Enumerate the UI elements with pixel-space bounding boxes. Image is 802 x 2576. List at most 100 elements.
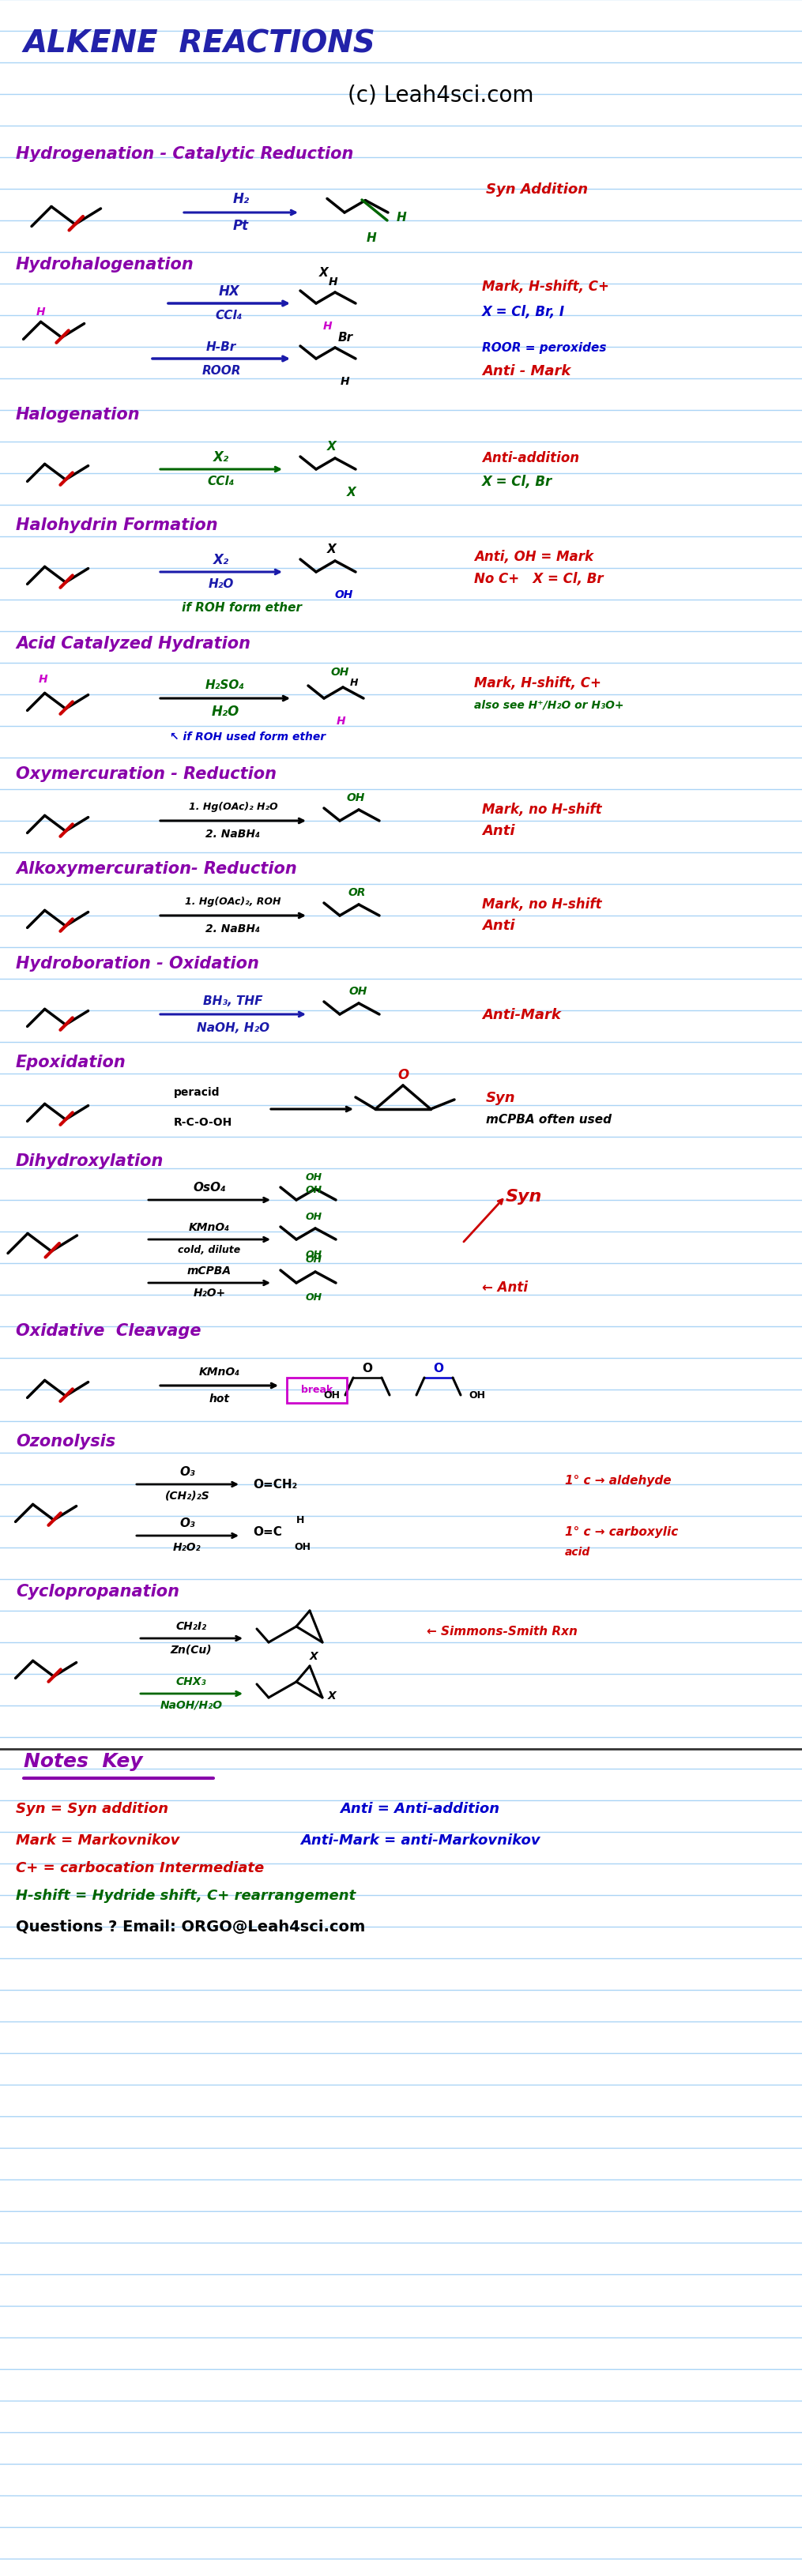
Text: H: H bbox=[337, 716, 346, 726]
Text: OR: OR bbox=[348, 886, 366, 899]
Text: Mark, no H-shift: Mark, no H-shift bbox=[482, 896, 602, 912]
Text: KMnO₄: KMnO₄ bbox=[188, 1221, 230, 1234]
Text: ROOR: ROOR bbox=[201, 363, 241, 376]
Text: OH: OH bbox=[323, 1391, 340, 1401]
Text: H: H bbox=[341, 376, 350, 386]
Text: Notes  Key: Notes Key bbox=[24, 1752, 143, 1770]
Text: CCl₄: CCl₄ bbox=[216, 309, 243, 322]
Text: H₂SO₄: H₂SO₄ bbox=[205, 677, 245, 690]
Text: H: H bbox=[38, 672, 48, 685]
Text: HX: HX bbox=[219, 283, 240, 299]
Text: mCPBA: mCPBA bbox=[187, 1265, 232, 1275]
Text: O: O bbox=[363, 1363, 373, 1376]
Text: Mark, H-shift, C+: Mark, H-shift, C+ bbox=[482, 281, 609, 294]
Text: Hydrohalogenation: Hydrohalogenation bbox=[16, 258, 194, 273]
Text: acid: acid bbox=[565, 1546, 590, 1558]
Text: OH: OH bbox=[306, 1211, 322, 1221]
Text: ALKENE  REACTIONS: ALKENE REACTIONS bbox=[24, 28, 376, 59]
Text: Mark, no H-shift: Mark, no H-shift bbox=[482, 801, 602, 817]
Text: OH: OH bbox=[306, 1172, 322, 1182]
Text: if ROH form ether: if ROH form ether bbox=[182, 603, 302, 613]
Text: Hydrogenation - Catalytic Reduction: Hydrogenation - Catalytic Reduction bbox=[16, 147, 354, 162]
Text: OH: OH bbox=[306, 1249, 322, 1260]
Text: BH₃, THF: BH₃, THF bbox=[203, 994, 263, 1007]
Text: H-shift = Hydride shift, C+ rearrangement: H-shift = Hydride shift, C+ rearrangemen… bbox=[16, 1888, 356, 1904]
Text: Oxidative  Cleavage: Oxidative Cleavage bbox=[16, 1321, 201, 1340]
Text: H: H bbox=[296, 1515, 305, 1525]
Text: Acid Catalyzed Hydration: Acid Catalyzed Hydration bbox=[16, 636, 250, 652]
Text: X: X bbox=[328, 1690, 336, 1700]
Text: Anti: Anti bbox=[482, 920, 515, 933]
Text: break: break bbox=[301, 1386, 333, 1396]
Text: Anti-Mark = anti-Markovnikov: Anti-Mark = anti-Markovnikov bbox=[300, 1834, 541, 1847]
Text: X: X bbox=[319, 265, 329, 278]
Text: Syn: Syn bbox=[486, 1090, 516, 1105]
Text: C+ = carbocation Intermediate: C+ = carbocation Intermediate bbox=[16, 1860, 264, 1875]
Text: OH: OH bbox=[294, 1543, 310, 1553]
Text: Anti-Mark: Anti-Mark bbox=[482, 1007, 561, 1023]
Text: Anti - Mark: Anti - Mark bbox=[482, 363, 571, 379]
Text: (c) Leah4sci.com: (c) Leah4sci.com bbox=[347, 82, 534, 106]
Text: O: O bbox=[398, 1066, 408, 1082]
Text: X₂: X₂ bbox=[213, 451, 229, 464]
Text: Pt: Pt bbox=[233, 219, 249, 232]
Text: H: H bbox=[329, 276, 338, 289]
Text: Ozonolysis: Ozonolysis bbox=[16, 1432, 115, 1450]
Text: H: H bbox=[37, 307, 46, 317]
Text: H: H bbox=[397, 211, 407, 224]
Text: Epoxidation: Epoxidation bbox=[16, 1054, 126, 1069]
Text: Mark = Markovnikov: Mark = Markovnikov bbox=[16, 1834, 180, 1847]
Text: CHX₃: CHX₃ bbox=[176, 1677, 206, 1687]
Text: ← Simmons-Smith Rxn: ← Simmons-Smith Rxn bbox=[427, 1625, 577, 1636]
Text: peracid: peracid bbox=[174, 1087, 220, 1097]
Text: 1° c → carboxylic: 1° c → carboxylic bbox=[565, 1525, 678, 1538]
Text: Anti: Anti bbox=[482, 824, 515, 837]
Text: Anti-addition: Anti-addition bbox=[482, 451, 579, 466]
Text: H₂O₂: H₂O₂ bbox=[173, 1540, 201, 1553]
Text: Mark, H-shift, C+: Mark, H-shift, C+ bbox=[474, 675, 602, 690]
Text: 2. NaBH₄: 2. NaBH₄ bbox=[206, 922, 261, 935]
Text: Syn = Syn addition: Syn = Syn addition bbox=[16, 1801, 168, 1816]
Text: 1. Hg(OAc)₂, ROH: 1. Hg(OAc)₂, ROH bbox=[185, 896, 281, 907]
Text: Alkoxymercuration- Reduction: Alkoxymercuration- Reduction bbox=[16, 860, 297, 876]
Text: OH: OH bbox=[346, 791, 365, 804]
Text: 1° c → aldehyde: 1° c → aldehyde bbox=[565, 1476, 671, 1486]
Text: O: O bbox=[433, 1363, 444, 1376]
Text: H-Br: H-Br bbox=[206, 340, 237, 353]
Text: H₂: H₂ bbox=[233, 191, 249, 206]
Text: X = Cl, Br, I: X = Cl, Br, I bbox=[482, 304, 565, 319]
Text: H₂O+: H₂O+ bbox=[193, 1288, 225, 1298]
Text: hot: hot bbox=[209, 1394, 230, 1404]
Text: X = Cl, Br: X = Cl, Br bbox=[482, 474, 553, 489]
Text: O=CH₂: O=CH₂ bbox=[253, 1479, 298, 1492]
Text: OsO₄: OsO₄ bbox=[193, 1182, 226, 1193]
Text: 2. NaBH₄: 2. NaBH₄ bbox=[206, 829, 261, 840]
Text: H₂O: H₂O bbox=[211, 703, 239, 719]
Text: Anti, OH = Mark: Anti, OH = Mark bbox=[474, 549, 593, 564]
Text: Questions ? Email: ORGO@Leah4sci.com: Questions ? Email: ORGO@Leah4sci.com bbox=[16, 1919, 365, 1935]
Text: H: H bbox=[323, 319, 333, 332]
Text: X: X bbox=[347, 487, 356, 497]
Text: also see H⁺/H₂O or H₃O+: also see H⁺/H₂O or H₃O+ bbox=[474, 701, 624, 711]
Text: H: H bbox=[367, 232, 376, 245]
Text: Halogenation: Halogenation bbox=[16, 407, 140, 422]
Text: X: X bbox=[327, 544, 337, 554]
Text: CCl₄: CCl₄ bbox=[208, 474, 235, 487]
Text: OH: OH bbox=[306, 1255, 322, 1265]
Text: H: H bbox=[350, 677, 358, 688]
Text: OH: OH bbox=[330, 667, 349, 677]
Text: NaOH/H₂O: NaOH/H₂O bbox=[160, 1700, 222, 1710]
Text: Hydroboration - Oxidation: Hydroboration - Oxidation bbox=[16, 956, 259, 971]
Text: R-C-O-OH: R-C-O-OH bbox=[174, 1115, 233, 1128]
Text: OH: OH bbox=[306, 1185, 322, 1195]
Text: OH: OH bbox=[306, 1293, 322, 1303]
Text: OH: OH bbox=[468, 1391, 485, 1401]
Text: Anti = Anti-addition: Anti = Anti-addition bbox=[340, 1801, 500, 1816]
Text: X: X bbox=[327, 440, 337, 453]
Text: OH: OH bbox=[334, 590, 353, 600]
Text: O₃: O₃ bbox=[180, 1517, 195, 1530]
Text: cold, dilute: cold, dilute bbox=[178, 1244, 241, 1255]
Text: 1. Hg(OAc)₂ H₂O: 1. Hg(OAc)₂ H₂O bbox=[188, 801, 277, 811]
Text: Syn: Syn bbox=[506, 1188, 542, 1206]
Text: ↖ if ROH used form ether: ↖ if ROH used form ether bbox=[170, 732, 326, 742]
